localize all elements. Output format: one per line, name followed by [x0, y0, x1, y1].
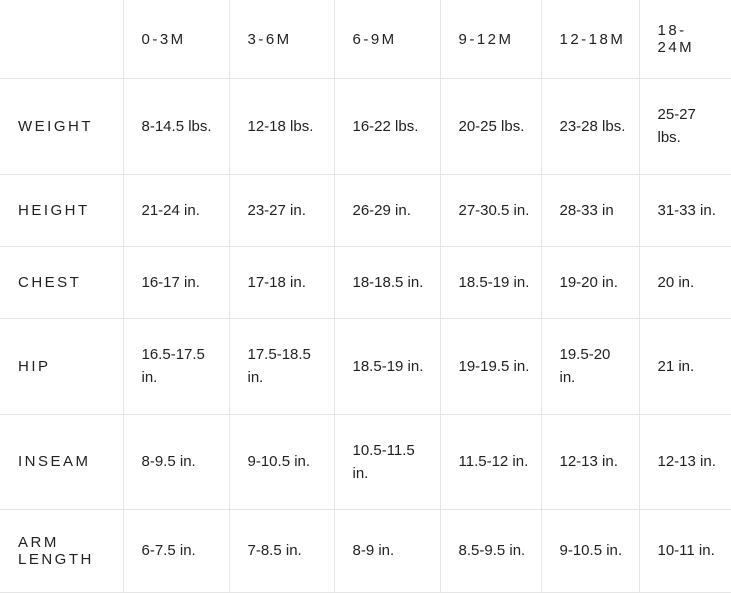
cell: 8.5-9.5 in.: [440, 510, 541, 593]
table-header: 0-3M 3-6M 6-9M 9-12M 12-18M 18-24M: [0, 0, 731, 79]
table-header-row: 0-3M 3-6M 6-9M 9-12M 12-18M 18-24M: [0, 0, 731, 79]
cell: 26-29 in.: [334, 174, 440, 246]
cell: 8-14.5 lbs.: [123, 79, 229, 175]
cell: 10.5-11.5 in.: [334, 414, 440, 510]
cell: 16-17 in.: [123, 246, 229, 318]
col-header: 6-9M: [334, 0, 440, 79]
table-row: ARM LENGTH 6-7.5 in. 7-8.5 in. 8-9 in. 8…: [0, 510, 731, 593]
cell: 18-18.5 in.: [334, 246, 440, 318]
cell: 9-10.5 in.: [229, 414, 334, 510]
cell: 12-13 in.: [639, 414, 731, 510]
cell: 21 in.: [639, 319, 731, 415]
cell: 11.5-12 in.: [440, 414, 541, 510]
table-row: WEIGHT 8-14.5 lbs. 12-18 lbs. 16-22 lbs.…: [0, 79, 731, 175]
cell: 20-25 lbs.: [440, 79, 541, 175]
cell: 12-18 lbs.: [229, 79, 334, 175]
cell: 17.5-18.5 in.: [229, 319, 334, 415]
col-header: 9-12M: [440, 0, 541, 79]
col-header: 12-18M: [541, 0, 639, 79]
row-header: CHEST: [0, 246, 123, 318]
cell: 16.5-17.5 in.: [123, 319, 229, 415]
cell: 21-24 in.: [123, 174, 229, 246]
col-header: 18-24M: [639, 0, 731, 79]
row-header: INSEAM: [0, 414, 123, 510]
cell: 9-10.5 in.: [541, 510, 639, 593]
cell: 19-20 in.: [541, 246, 639, 318]
cell: 23-27 in.: [229, 174, 334, 246]
row-header: HIP: [0, 319, 123, 415]
size-chart-table: 0-3M 3-6M 6-9M 9-12M 12-18M 18-24M WEIGH…: [0, 0, 731, 593]
cell: 10-11 in.: [639, 510, 731, 593]
cell: 7-8.5 in.: [229, 510, 334, 593]
table-row: INSEAM 8-9.5 in. 9-10.5 in. 10.5-11.5 in…: [0, 414, 731, 510]
cell: 17-18 in.: [229, 246, 334, 318]
cell: 20 in.: [639, 246, 731, 318]
cell: 19.5-20 in.: [541, 319, 639, 415]
row-header: HEIGHT: [0, 174, 123, 246]
col-header: 3-6M: [229, 0, 334, 79]
cell: 16-22 lbs.: [334, 79, 440, 175]
col-header: 0-3M: [123, 0, 229, 79]
cell: 28-33 in: [541, 174, 639, 246]
cell: 18.5-19 in.: [440, 246, 541, 318]
cell: 27-30.5 in.: [440, 174, 541, 246]
table-body: WEIGHT 8-14.5 lbs. 12-18 lbs. 16-22 lbs.…: [0, 79, 731, 593]
cell: 18.5-19 in.: [334, 319, 440, 415]
corner-cell: [0, 0, 123, 79]
cell: 19-19.5 in.: [440, 319, 541, 415]
row-header: WEIGHT: [0, 79, 123, 175]
cell: 12-13 in.: [541, 414, 639, 510]
table-row: CHEST 16-17 in. 17-18 in. 18-18.5 in. 18…: [0, 246, 731, 318]
table-row: HIP 16.5-17.5 in. 17.5-18.5 in. 18.5-19 …: [0, 319, 731, 415]
table-row: HEIGHT 21-24 in. 23-27 in. 26-29 in. 27-…: [0, 174, 731, 246]
cell: 8-9.5 in.: [123, 414, 229, 510]
cell: 23-28 lbs.: [541, 79, 639, 175]
cell: 8-9 in.: [334, 510, 440, 593]
cell: 25-27 lbs.: [639, 79, 731, 175]
cell: 31-33 in.: [639, 174, 731, 246]
row-header: ARM LENGTH: [0, 510, 123, 593]
cell: 6-7.5 in.: [123, 510, 229, 593]
